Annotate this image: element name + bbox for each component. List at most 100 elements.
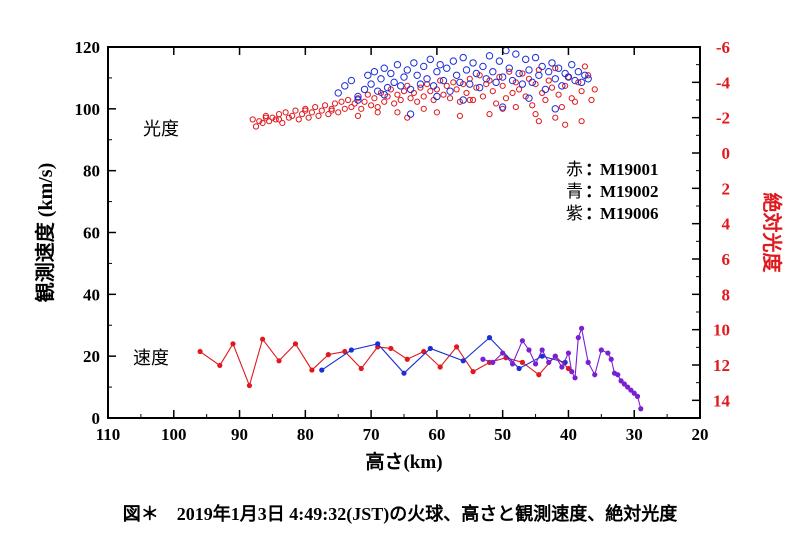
m19006-speed-point [608, 356, 614, 362]
m19001-brightness-point [437, 77, 444, 84]
m19001-brightness-point [463, 89, 470, 97]
plot-frame [107, 46, 701, 419]
m19001-brightness-point [397, 96, 404, 104]
m19001-brightness-point [259, 119, 266, 127]
m19002-brightness-point [341, 82, 349, 90]
m19001-brightness-point [381, 98, 388, 105]
m19001-brightness-point [578, 118, 585, 125]
m19006-speed-point [500, 350, 506, 356]
m19001-brightness-point [404, 114, 411, 121]
m19002-brightness-point [518, 80, 527, 88]
m19002-brightness-point [538, 62, 546, 71]
m19006-speed-point [598, 347, 604, 353]
m19002-brightness-point [354, 92, 362, 101]
m19002-brightness-point [446, 87, 454, 95]
m19001-brightness-point [391, 100, 398, 107]
m19002-brightness-point [495, 57, 504, 65]
m19002-speed-point [460, 358, 466, 364]
m19002-brightness-point [498, 73, 507, 81]
m19006-speed-point [631, 390, 637, 396]
m19001-brightness-point [427, 88, 434, 95]
m19001-brightness-point [328, 107, 335, 114]
legend-sep: ： [585, 204, 602, 223]
m19006-speed-point [625, 384, 631, 390]
m19002-brightness-point [492, 78, 500, 87]
m19001-brightness-point [256, 118, 263, 125]
m19006-speed-point [480, 356, 486, 362]
m19006-speed-point [585, 359, 591, 365]
m19001-speed-point [325, 352, 331, 358]
m19001-brightness-point [473, 84, 480, 91]
m19001-brightness-point [295, 116, 302, 123]
m19002-brightness-point [558, 82, 566, 90]
m19006-speed-point [628, 387, 634, 393]
m19001-brightness-point [371, 95, 378, 102]
legend-name: M19002 [600, 182, 659, 201]
m19002-brightness-point [452, 71, 461, 79]
m19002-brightness-point [502, 46, 510, 55]
m19002-brightness-point [574, 68, 583, 76]
m19002-brightness-point [515, 69, 523, 78]
m19001-brightness-point [525, 75, 533, 82]
chart-marks [197, 46, 644, 412]
m19001-speed-point [358, 365, 364, 372]
m19002-speed-point [427, 345, 433, 352]
m19001-brightness-point [519, 70, 526, 77]
m19002-brightness-point [413, 71, 421, 79]
m19002-brightness-point [554, 64, 563, 72]
m19002-brightness-point [482, 75, 490, 83]
m19001-brightness-point [571, 98, 579, 105]
m19002-brightness-point [433, 92, 441, 101]
m19001-brightness-point [456, 112, 464, 120]
m19002-brightness-point [390, 78, 398, 87]
m19001-brightness-point [315, 112, 322, 120]
m19001-brightness-point [483, 81, 490, 88]
m19001-brightness-point [262, 112, 269, 120]
m19001-brightness-point [509, 89, 516, 97]
m19002-brightness-point [521, 55, 530, 64]
legend-label: 赤 [566, 160, 583, 179]
x-tick-label: 50 [494, 425, 511, 444]
m19002-brightness-point [334, 89, 342, 97]
m19002-brightness-point [459, 53, 467, 62]
m19001-brightness-point [341, 105, 348, 112]
m19002-brightness-point [360, 85, 369, 94]
m19001-brightness-point [529, 102, 536, 109]
m19002-brightness-point [429, 82, 438, 90]
legend-sep: ： [585, 182, 602, 201]
m19001-brightness-point [578, 88, 585, 95]
m19006-speed-point [552, 353, 558, 359]
m19002-brightness-point [347, 76, 356, 85]
m19002-brightness-point [397, 82, 405, 90]
m19001-brightness-point [308, 109, 316, 116]
m19002-speed-line [321, 336, 566, 374]
m19001-brightness-point [275, 111, 283, 118]
m19001-brightness-point [552, 114, 559, 121]
x-tick-label: 30 [626, 425, 643, 444]
m19001-speed-point [437, 364, 443, 370]
m19002-brightness-point [525, 66, 533, 74]
m19001-brightness-point [506, 68, 513, 75]
m19001-brightness-point [502, 95, 510, 102]
m19001-brightness-point [269, 114, 276, 121]
m19001-brightness-point [331, 100, 339, 107]
m19001-brightness-point [446, 95, 454, 102]
m19001-speed-point [388, 345, 394, 352]
legend-sep: ： [585, 160, 602, 179]
m19001-brightness-point [328, 105, 335, 112]
m19002-speed-point [348, 347, 354, 353]
m19001-brightness-point [400, 88, 408, 95]
m19002-brightness-point [548, 59, 556, 67]
y2-tick-label: 10 [713, 321, 730, 340]
m19001-brightness-point [321, 102, 329, 109]
m19001-brightness-point [305, 114, 312, 121]
m19001-brightness-point [558, 103, 565, 111]
m19001-brightness-point [410, 89, 417, 97]
m19001-brightness-point [364, 91, 371, 98]
m19001-brightness-point [423, 81, 431, 88]
m19006-speed-point [565, 350, 572, 356]
m19002-brightness-point [485, 52, 494, 60]
legend-name: M19001 [600, 160, 659, 179]
m19002-brightness-point [466, 80, 474, 88]
